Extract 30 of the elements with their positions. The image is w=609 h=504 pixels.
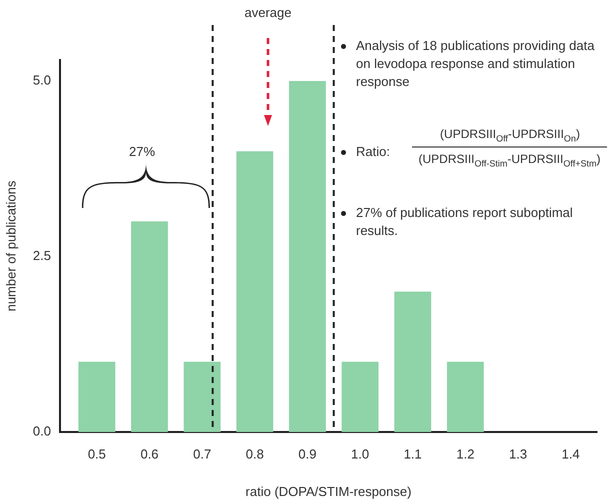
x-tick-label: 0.8 — [246, 446, 264, 462]
bar — [78, 362, 116, 432]
x-axis-title: ratio (DOPA/STIM-response) — [246, 484, 412, 499]
y-tick-label: 0.0 — [32, 424, 51, 439]
bar — [289, 81, 326, 432]
x-tick-label: 1.2 — [456, 446, 474, 462]
bar — [184, 362, 221, 432]
bar — [446, 362, 484, 432]
annotation: Ratio: — [356, 143, 390, 161]
x-tick-label: 0.6 — [140, 446, 159, 462]
x-tick-label: 1.4 — [562, 446, 580, 462]
bar — [236, 151, 274, 432]
bar — [394, 292, 432, 432]
bar — [131, 221, 168, 432]
y-axis-title: number of publications — [3, 180, 18, 312]
bar — [342, 362, 379, 432]
y-tick-label: 5.0 — [32, 72, 51, 88]
annotation: (UPDRSIII$_{Off-Stim}$-UPDRSIII$_{Off+Stm}$) — [418, 151, 602, 170]
x-tick-label: 1.3 — [508, 446, 528, 462]
x-tick-label: 1.1 — [404, 446, 422, 462]
annotation: (UPDRSIII$_{Off}$-UPDRSIII$_{On}$) — [439, 126, 581, 146]
text: average — [244, 4, 292, 22]
x-tick-label: 0.9 — [298, 446, 316, 462]
x-tick-label: 0.7 — [193, 446, 212, 462]
x-tick-label: 0.5 — [88, 446, 106, 462]
annotation: 27% — [128, 143, 156, 161]
y-tick-label: 2.5 — [32, 248, 51, 264]
annotation: Analysis of 18 publications providing data on levodopa response and stimulation response — [356, 37, 596, 91]
annotation: 27% of publications report suboptimal results. — [356, 204, 574, 240]
x-tick-label: 1.0 — [351, 446, 370, 462]
